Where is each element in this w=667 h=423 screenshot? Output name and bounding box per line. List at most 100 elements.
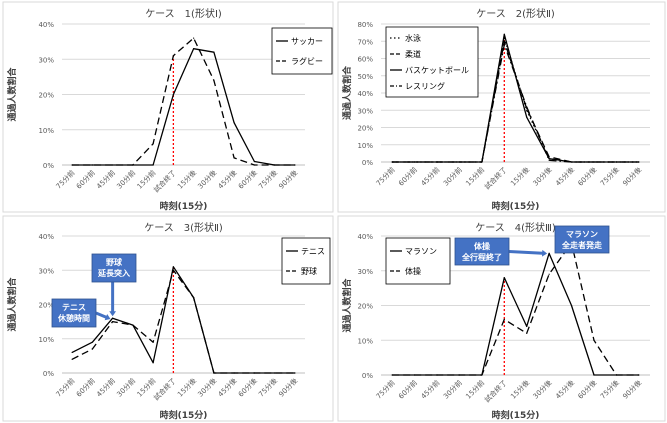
- data-point: [391, 374, 393, 376]
- data-point: [274, 164, 276, 166]
- data-point: [172, 55, 174, 57]
- data-point: [481, 374, 483, 376]
- data-point: [548, 157, 550, 160]
- data-point: [132, 324, 134, 326]
- legend-label: バスケットボール: [405, 66, 469, 75]
- callout-box: [91, 253, 137, 283]
- data-point: [526, 109, 528, 111]
- data-point: [503, 33, 505, 35]
- data-point: [274, 372, 276, 374]
- data-point: [436, 374, 438, 376]
- y-axis-title: 通過人数割合: [341, 65, 353, 120]
- data-point: [615, 374, 617, 376]
- callout-label: 休憩時間: [57, 313, 90, 323]
- callout-label: 野球: [106, 257, 123, 267]
- callout-arrow-head: [109, 311, 117, 317]
- data-point: [294, 372, 296, 374]
- legend-label: 体操: [405, 266, 421, 276]
- data-point: [526, 332, 528, 334]
- y-tick-label: 30%: [38, 267, 54, 275]
- data-point: [152, 164, 154, 166]
- legend-label: サッカー: [291, 37, 323, 46]
- legend-label: ラグビー: [291, 56, 323, 66]
- legend-box: [385, 26, 479, 98]
- data-point: [71, 358, 73, 360]
- data-point: [548, 159, 550, 161]
- x-axis-title: 時刻(15分): [492, 200, 540, 212]
- data-point: [458, 161, 461, 163]
- data-point: [172, 93, 174, 96]
- data-point: [172, 266, 174, 268]
- data-point: [71, 164, 73, 166]
- callout-box: [51, 298, 97, 328]
- legend-box: [281, 237, 331, 285]
- y-axis-title: 通過人数割合: [6, 67, 18, 122]
- data-point: [112, 164, 114, 166]
- data-point: [193, 37, 195, 39]
- data-point: [503, 44, 505, 46]
- data-point: [152, 362, 154, 364]
- legend-label: レスリング: [405, 81, 445, 91]
- callout-box: [454, 237, 510, 266]
- callout-arrow-head: [104, 313, 111, 321]
- series-line: [392, 44, 639, 163]
- callout-label: 全走者発走: [561, 240, 603, 250]
- legend-box: [271, 27, 333, 75]
- data-point: [112, 317, 114, 319]
- data-point: [458, 374, 461, 376]
- y-tick-label: 40%: [357, 90, 373, 98]
- y-tick-label: 30%: [357, 268, 373, 276]
- y-tick-label: 20%: [38, 92, 54, 100]
- y-tick-label: 10%: [357, 337, 373, 345]
- data-point: [414, 374, 416, 376]
- data-point: [548, 273, 550, 275]
- data-point: [213, 79, 215, 81]
- callout-label: テニス: [62, 303, 86, 312]
- data-point: [193, 297, 195, 299]
- callout-label: 全行程終了: [461, 252, 502, 262]
- y-tick-label: 30%: [38, 56, 54, 64]
- data-point: [253, 164, 255, 166]
- data-point: [638, 161, 640, 163]
- legend-label: 柔道: [405, 49, 421, 59]
- data-point: [112, 321, 114, 323]
- y-axis-title: 通過人数割合: [341, 278, 353, 333]
- data-point: [526, 116, 528, 118]
- data-point: [193, 48, 195, 50]
- data-point: [91, 348, 93, 350]
- chart-panel-3: 0%10%20%30%40%75分前60分前45分前30分前15分前試合終了15…: [2, 215, 334, 422]
- data-point: [233, 122, 235, 124]
- y-tick-label: 80%: [357, 21, 373, 29]
- data-point: [593, 374, 595, 376]
- y-tick-label: 0%: [362, 159, 373, 167]
- series-line: [392, 252, 639, 376]
- y-tick-label: 30%: [357, 107, 373, 115]
- data-point: [570, 304, 573, 307]
- data-point: [132, 164, 134, 166]
- y-tick-label: 50%: [357, 73, 373, 81]
- callout-box: [554, 225, 610, 254]
- data-point: [91, 341, 93, 343]
- y-tick-label: 0%: [362, 372, 373, 380]
- legend-label: 水泳: [405, 33, 421, 43]
- callout-arrow-head: [542, 249, 548, 257]
- chart-title: ケース 2(形状Ⅱ): [476, 7, 555, 20]
- x-axis-title: 時刻(15分): [492, 409, 540, 421]
- callout-label: 体操: [474, 241, 491, 251]
- data-point: [233, 157, 235, 159]
- y-tick-label: 10%: [357, 142, 373, 150]
- data-point: [152, 143, 154, 145]
- callout-label: マラソン: [566, 230, 598, 239]
- data-point: [253, 372, 255, 374]
- data-point: [638, 374, 640, 376]
- data-point: [526, 106, 528, 108]
- y-tick-label: 40%: [357, 233, 373, 241]
- callout-label: 延長突入: [97, 268, 130, 278]
- data-point: [436, 161, 438, 163]
- y-tick-label: 10%: [38, 336, 54, 344]
- x-axis-title: 時刻(15分): [160, 409, 208, 421]
- data-point: [391, 161, 393, 163]
- data-point: [152, 341, 154, 343]
- data-point: [91, 164, 93, 166]
